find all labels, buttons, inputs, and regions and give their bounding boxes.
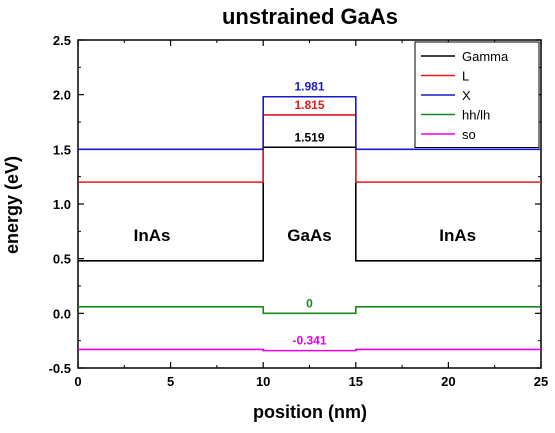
x-tick-label: 0 bbox=[74, 374, 81, 389]
series-line-x bbox=[78, 95, 541, 151]
y-tick-label: 0.0 bbox=[53, 306, 71, 321]
x-tick-label: 15 bbox=[349, 374, 363, 389]
series-line-hh-lh bbox=[78, 305, 541, 315]
y-tick-label: 2.0 bbox=[53, 88, 71, 103]
x-tick-label: 5 bbox=[167, 374, 174, 389]
region-label: InAs bbox=[134, 226, 171, 245]
y-tick-label: 1.5 bbox=[53, 142, 71, 157]
value-annotation: 1.519 bbox=[294, 130, 324, 144]
series-line-so bbox=[78, 348, 541, 352]
legend-entry: X bbox=[462, 88, 471, 103]
y-tick-label: 0.5 bbox=[53, 252, 71, 267]
region-labels: InAs GaAs InAs bbox=[134, 226, 476, 245]
legend-entry: Gamma bbox=[462, 49, 509, 64]
series-lines bbox=[78, 95, 541, 352]
axis-ticks: 0 5 10 15 20 25 -0.5 0.0 0.5 1.0 1.5 2.0 2.5 bbox=[49, 33, 549, 389]
chart-title: unstrained GaAs bbox=[222, 4, 398, 29]
x-tick-label: 20 bbox=[441, 374, 455, 389]
legend-entry: L bbox=[462, 69, 469, 84]
y-tick-label: -0.5 bbox=[49, 361, 71, 376]
series-line-l bbox=[78, 114, 541, 183]
value-annotation: 1.815 bbox=[294, 98, 324, 112]
value-annotation: 0 bbox=[306, 296, 313, 310]
y-tick-label: 1.0 bbox=[53, 197, 71, 212]
x-axis-label: position (nm) bbox=[253, 402, 367, 422]
region-label: InAs bbox=[439, 226, 476, 245]
x-tick-label: 25 bbox=[534, 374, 548, 389]
y-axis-label: energy (eV) bbox=[2, 156, 22, 254]
region-label: GaAs bbox=[287, 226, 331, 245]
x-tick-label: 10 bbox=[256, 374, 270, 389]
value-annotations: 1.981 1.815 1.519 0 -0.341 bbox=[292, 80, 326, 348]
y-tick-label: 2.5 bbox=[53, 33, 71, 48]
value-annotation: 1.981 bbox=[294, 80, 324, 94]
legend-entry: so bbox=[462, 127, 476, 142]
series-line-gamma bbox=[78, 146, 541, 262]
legend-entry: hh/lh bbox=[462, 108, 490, 123]
value-annotation: -0.341 bbox=[292, 334, 326, 348]
